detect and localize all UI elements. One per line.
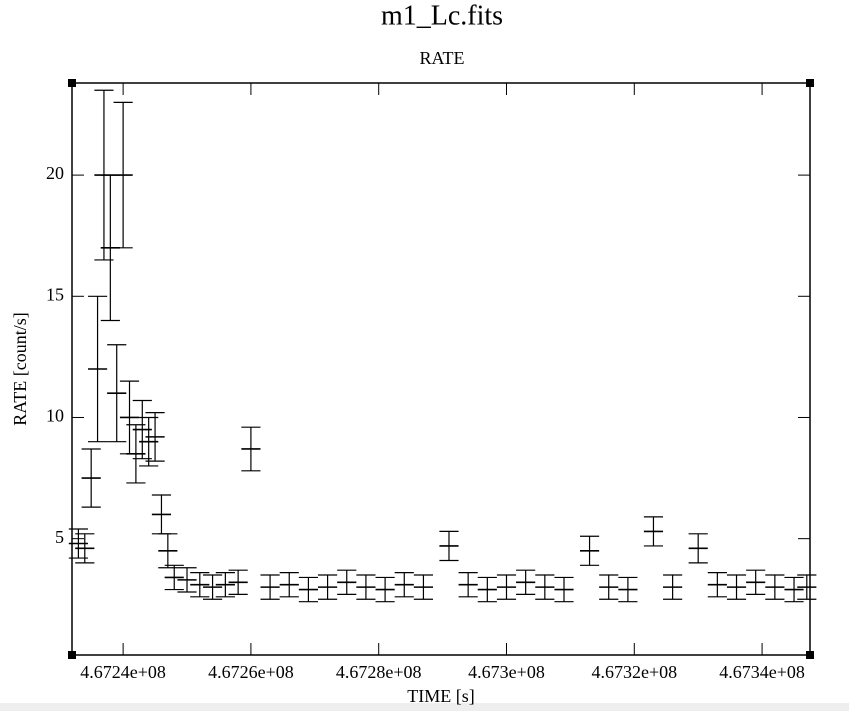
y-tick-label: 20 bbox=[46, 163, 64, 183]
x-axis-label: TIME [s] bbox=[407, 686, 474, 706]
corner bbox=[806, 651, 814, 659]
x-tick-label: 4.6734e+08 bbox=[719, 662, 805, 682]
x-tick-label: 4.673e+08 bbox=[468, 662, 545, 682]
x-tick-label: 4.6728e+08 bbox=[336, 662, 422, 682]
chart-title: m1_Lc.fits bbox=[381, 0, 503, 31]
plot-frame bbox=[71, 82, 811, 656]
chart-subtitle: RATE bbox=[420, 48, 465, 68]
y-axis-label: RATE [count/s] bbox=[10, 312, 30, 425]
y-tick-label: 10 bbox=[46, 406, 64, 426]
corner bbox=[806, 79, 814, 87]
x-tick-label: 4.6724e+08 bbox=[80, 662, 166, 682]
corner bbox=[68, 651, 76, 659]
bottom-strip bbox=[0, 703, 849, 711]
y-tick-label: 5 bbox=[55, 527, 64, 547]
corner bbox=[68, 79, 76, 87]
x-tick-label: 4.6726e+08 bbox=[208, 662, 294, 682]
x-tick-label: 4.6732e+08 bbox=[591, 662, 677, 682]
y-tick-label: 15 bbox=[46, 284, 64, 304]
